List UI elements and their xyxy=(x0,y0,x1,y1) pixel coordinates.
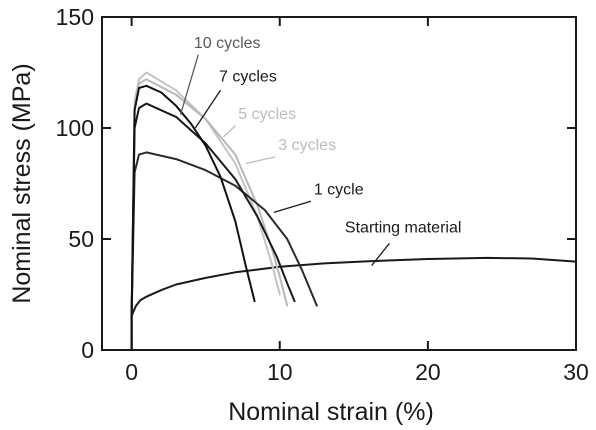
y-tick-label: 50 xyxy=(68,226,94,252)
y-tick-label: 100 xyxy=(56,115,94,141)
series-line-10-cycles xyxy=(130,84,256,351)
x-axis-title: Nominal strain (%) xyxy=(228,398,434,426)
annotation-label-10-cycles: 10 cycles xyxy=(194,35,261,52)
y-tick-label: 150 xyxy=(56,4,94,30)
annotation-leader xyxy=(179,54,199,115)
y-axis-title: Nominal stress (MPa) xyxy=(8,63,36,303)
x-tick-label: 10 xyxy=(267,359,293,385)
annotation-leader xyxy=(371,243,390,267)
annotation-label-5-cycles: 5 cycles xyxy=(238,106,296,123)
y-tick-label: 0 xyxy=(81,337,94,363)
annotation-label-7-cycles: 7 cycles xyxy=(219,68,277,85)
annotation-label-3-cycles: 3 cycles xyxy=(278,137,336,154)
x-tick-label: 20 xyxy=(415,359,441,385)
series-line-7-cycles xyxy=(130,102,296,351)
annotation-label-1-cycle: 1 cycle xyxy=(314,182,364,199)
annotation-leader xyxy=(245,156,276,165)
series-line-starting-material xyxy=(130,256,577,351)
annotation-label-starting-material: Starting material xyxy=(345,219,462,236)
annotation-leader xyxy=(223,125,236,138)
annotation-leader xyxy=(194,89,222,129)
x-tick-label: 30 xyxy=(563,359,589,385)
annotation-leader xyxy=(273,200,312,213)
series-line-1-cycle xyxy=(130,151,318,351)
x-tick-label: 0 xyxy=(125,359,138,385)
plot-frame xyxy=(101,16,577,351)
